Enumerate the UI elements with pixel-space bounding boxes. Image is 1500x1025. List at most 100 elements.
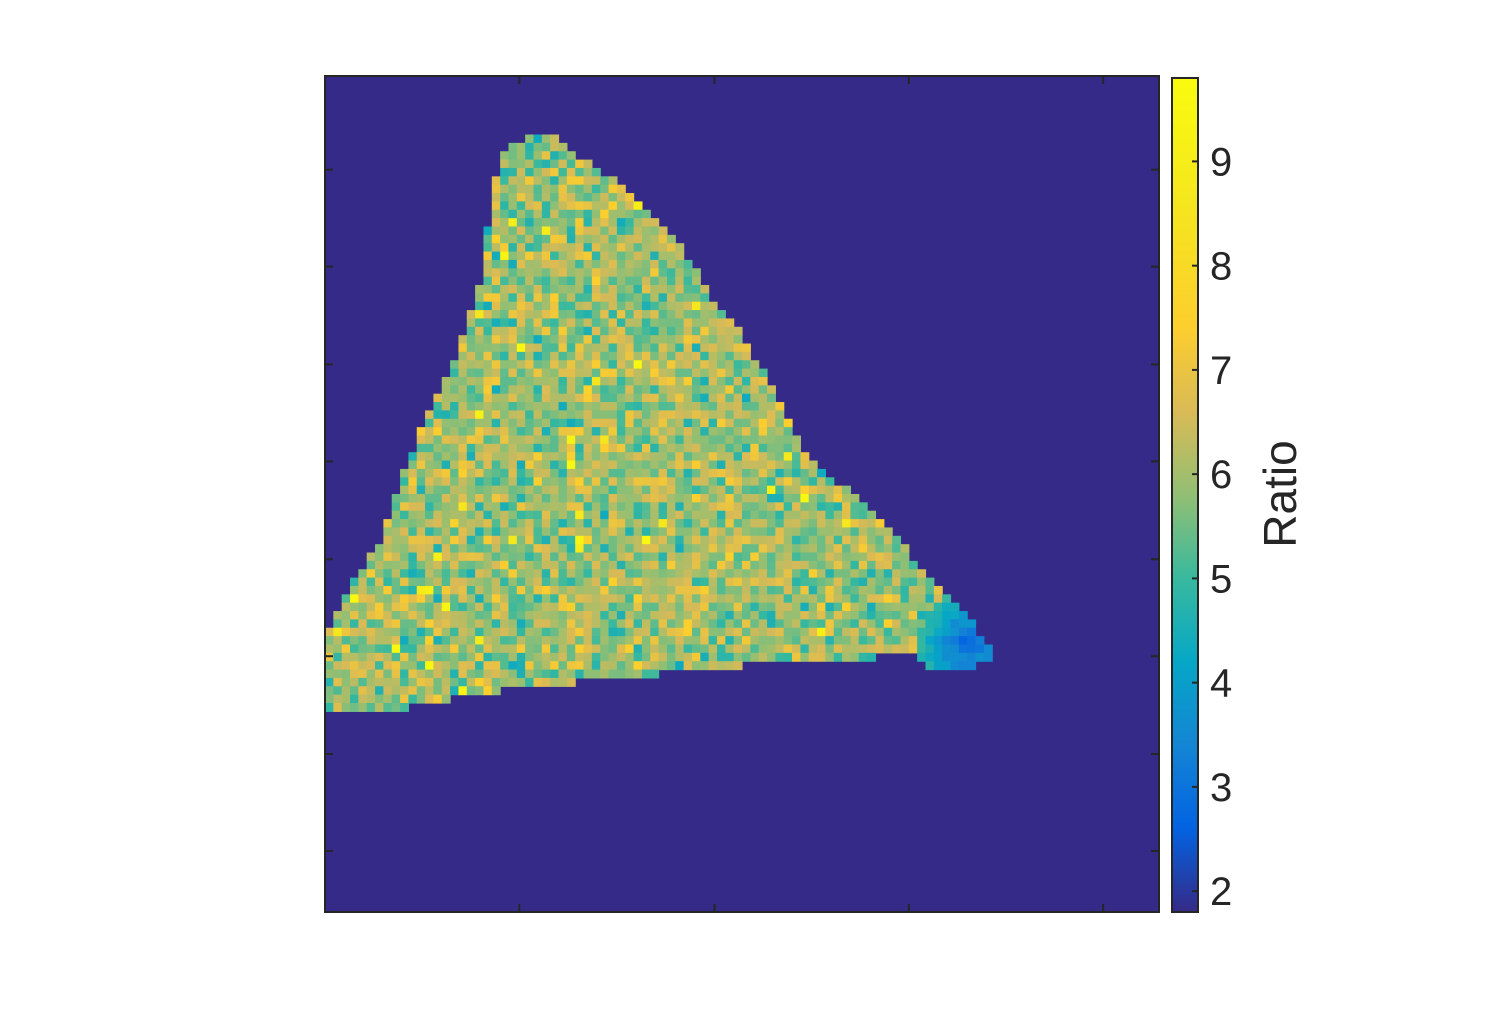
heatmap-cell (516, 243, 526, 253)
heatmap-cell (842, 627, 852, 637)
heatmap-cell (408, 611, 418, 620)
heatmap-cell (900, 544, 910, 554)
heatmap-cell (533, 134, 543, 144)
heatmap-cell (366, 619, 376, 629)
heatmap-cell (383, 694, 393, 704)
heatmap-cell (541, 410, 551, 420)
heatmap-cell (616, 602, 626, 612)
heatmap-cell (750, 577, 760, 587)
heatmap-cell (700, 402, 710, 411)
heatmap-cell (700, 494, 710, 503)
heatmap-cell (558, 176, 568, 186)
heatmap-cell (708, 619, 718, 629)
heatmap-cell (416, 644, 426, 654)
heatmap-cell (341, 694, 351, 704)
heatmap-cell (491, 201, 501, 211)
heatmap-cell (808, 602, 818, 612)
heatmap-cell (458, 619, 468, 629)
heatmap-cell (600, 427, 610, 437)
heatmap-cell (500, 285, 510, 294)
heatmap-cell (391, 569, 401, 579)
heatmap-cell (525, 159, 535, 169)
heatmap-cell (391, 577, 401, 587)
heatmap-cell (650, 259, 660, 269)
heatmap-cell (341, 636, 351, 646)
heatmap-cell (566, 585, 576, 595)
heatmap-cell (675, 527, 685, 537)
heatmap-cell (808, 460, 818, 470)
heatmap-cell (433, 636, 443, 646)
heatmap-cell (658, 452, 668, 462)
heatmap-cell (666, 276, 676, 286)
heatmap-cell (575, 310, 585, 320)
heatmap-cell (516, 535, 526, 545)
heatmap-cell (666, 259, 676, 269)
heatmap-cell (591, 259, 601, 269)
heatmap-cell (475, 652, 485, 662)
heatmap-cell (658, 544, 668, 554)
heatmap-cell (508, 276, 518, 286)
heatmap-cell (750, 368, 760, 378)
heatmap-cell (533, 184, 543, 194)
heatmap-cell (433, 661, 443, 671)
heatmap-cell (875, 602, 885, 612)
heatmap-cell (433, 494, 443, 503)
heatmap-cell (892, 602, 902, 612)
heatmap-cell (450, 443, 460, 453)
heatmap-cell (725, 527, 735, 537)
heatmap-cell (742, 602, 751, 612)
heatmap-cell (500, 268, 510, 278)
heatmap-cell (358, 652, 368, 662)
heatmap-cell (641, 335, 651, 345)
heatmap-cell (758, 510, 768, 520)
heatmap-cell (658, 494, 668, 503)
heatmap-cell (958, 661, 968, 671)
heatmap-cell (750, 644, 760, 654)
heatmap-cell (641, 293, 651, 303)
heatmap-cell (566, 193, 576, 202)
heatmap-cell (350, 594, 359, 604)
heatmap-cell (783, 535, 793, 545)
heatmap-cell (500, 527, 510, 537)
heatmap-cell (500, 494, 510, 503)
heatmap-cell (575, 477, 585, 487)
heatmap-cell (742, 535, 751, 545)
heatmap-cell (708, 569, 718, 579)
heatmap-cell (683, 627, 693, 637)
heatmap-cell (458, 636, 468, 646)
heatmap-cell (650, 393, 660, 403)
heatmap-cell (783, 418, 793, 428)
heatmap-cell (750, 418, 760, 428)
heatmap-cell (633, 627, 643, 637)
heatmap-cell (375, 661, 384, 671)
heatmap-cell (375, 560, 384, 570)
heatmap-cell (558, 502, 568, 512)
heatmap-cell (458, 644, 468, 654)
heatmap-cell (500, 226, 510, 236)
heatmap-cell (350, 577, 359, 587)
heatmap-cell (541, 652, 551, 662)
heatmap-cell (641, 560, 651, 570)
heatmap-cell (683, 335, 693, 345)
heatmap-cell (650, 602, 660, 612)
heatmap-cell (783, 527, 793, 537)
heatmap-cell (633, 452, 643, 462)
heatmap-cell (550, 494, 560, 503)
heatmap-cell (716, 594, 726, 604)
heatmap-cell (583, 385, 593, 395)
heatmap-cell (758, 577, 768, 587)
heatmap-cell (742, 368, 751, 378)
heatmap-cell (491, 402, 501, 411)
heatmap-cell (825, 477, 835, 487)
heatmap-cell (783, 443, 793, 453)
heatmap-cell (650, 234, 660, 244)
heatmap-cell (500, 452, 510, 462)
heatmap-cell (658, 619, 668, 629)
heatmap-cell (566, 435, 576, 445)
heatmap-cell (641, 627, 651, 637)
heatmap-cell (516, 510, 526, 520)
heatmap-cell (792, 510, 801, 520)
heatmap-cell (650, 652, 660, 662)
heatmap-cell (516, 585, 526, 595)
heatmap-cell (641, 485, 651, 495)
